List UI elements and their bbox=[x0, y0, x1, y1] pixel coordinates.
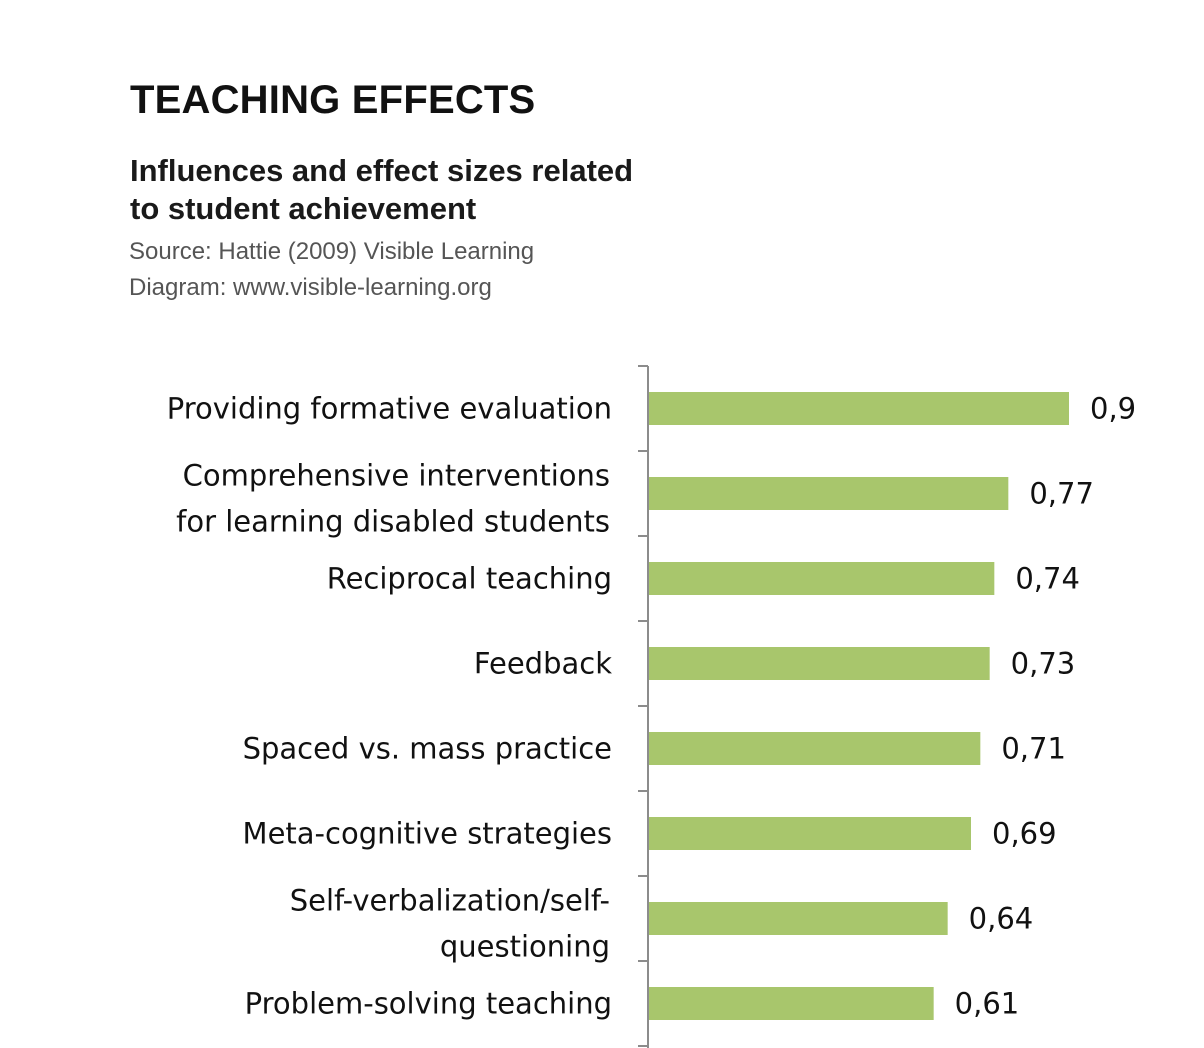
bar bbox=[649, 392, 1069, 425]
category-label-line: Self-verbalization/self- bbox=[290, 884, 610, 918]
subtitle-line-2: to student achievement bbox=[130, 191, 477, 226]
bar bbox=[649, 902, 948, 935]
category-label: Spaced vs. mass practice bbox=[243, 732, 612, 766]
chart-title: TEACHING EFFECTS bbox=[130, 78, 536, 122]
value-label: 0,61 bbox=[955, 987, 1020, 1021]
subtitle-line-1: Influences and effect sizes related bbox=[130, 153, 634, 188]
bar bbox=[649, 562, 995, 595]
category-label-line: questioning bbox=[440, 930, 610, 964]
value-label: 0,73 bbox=[1011, 647, 1076, 681]
bar bbox=[649, 817, 971, 850]
chart-subtitle: Influences and effect sizes related to s… bbox=[130, 152, 633, 228]
category-label-line: Comprehensive interventions bbox=[183, 459, 610, 493]
category-label: Meta-cognitive strategies bbox=[243, 817, 612, 851]
diagram-credit: Diagram: www.visible-learning.org bbox=[129, 274, 492, 301]
value-label: 0,71 bbox=[1001, 732, 1066, 766]
category-label: Feedback bbox=[474, 647, 612, 681]
value-label: 0,74 bbox=[1015, 562, 1080, 596]
category-label-line: for learning disabled students bbox=[176, 505, 610, 539]
bar bbox=[649, 987, 934, 1020]
value-label: 0,69 bbox=[992, 817, 1057, 851]
source-note: Source: Hattie (2009) Visible Learning bbox=[129, 238, 535, 265]
category-label: Problem-solving teaching bbox=[245, 987, 612, 1021]
value-label: 0,64 bbox=[969, 902, 1034, 936]
bar bbox=[649, 647, 990, 680]
value-label: 0,9 bbox=[1090, 392, 1136, 426]
category-label: Providing formative evaluation bbox=[167, 392, 612, 426]
category-label: Reciprocal teaching bbox=[327, 562, 612, 596]
bar bbox=[649, 477, 1009, 510]
bar bbox=[649, 732, 981, 765]
value-label: 0,77 bbox=[1029, 477, 1094, 511]
